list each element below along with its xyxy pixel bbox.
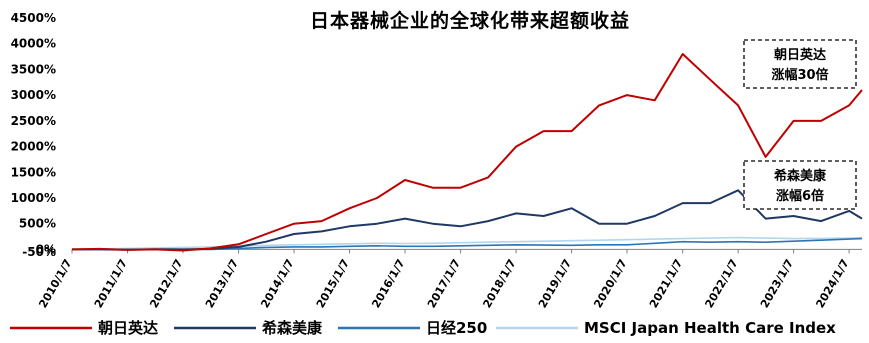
y-tick-label: 4000% [11,37,56,51]
annotation-box [743,39,857,89]
annotation-text: 希森美康 [774,168,827,184]
y-tick-label: 500% [19,217,56,231]
y-tick-label: 4500% [11,11,56,25]
series-layer [71,53,863,252]
series-line-msci-japan-health-care [71,236,863,251]
y-tick-label: 3500% [11,62,56,76]
y-tick-label: 2500% [11,114,56,128]
y-tick-label: 1500% [11,165,56,179]
legend-label: 朝日英达 [98,319,158,337]
legend-label: 希森美康 [262,319,323,337]
legend: 朝日英达 希森美康 日经250 MSCI Japan Health Care Inde… [10,319,836,337]
annotation-text: 涨幅6倍 [775,188,824,204]
legend-label: 日经250 [426,319,487,337]
annotation-box [743,160,857,210]
y-tick-label: -50% [22,245,56,259]
chart-title: 日本器械企业的全球化带来超额收益 [310,9,630,32]
series-line-asahi-intecc [71,53,863,252]
y-tick-label: 3000% [11,88,56,102]
y-axis: -50%0% 500% 1000% 1500% 2000% 2500% 3000% 3500%… [11,11,56,259]
annotation-text: 朝日英达 [774,47,826,63]
y-tick-label: 0% [36,242,56,256]
y-tick-label: 1000% [11,191,56,205]
legend-label: MSCI Japan Health Care Index [584,319,836,337]
y-tick-label: 2000% [11,140,56,154]
annotation-text: 涨幅30倍 [770,67,828,83]
